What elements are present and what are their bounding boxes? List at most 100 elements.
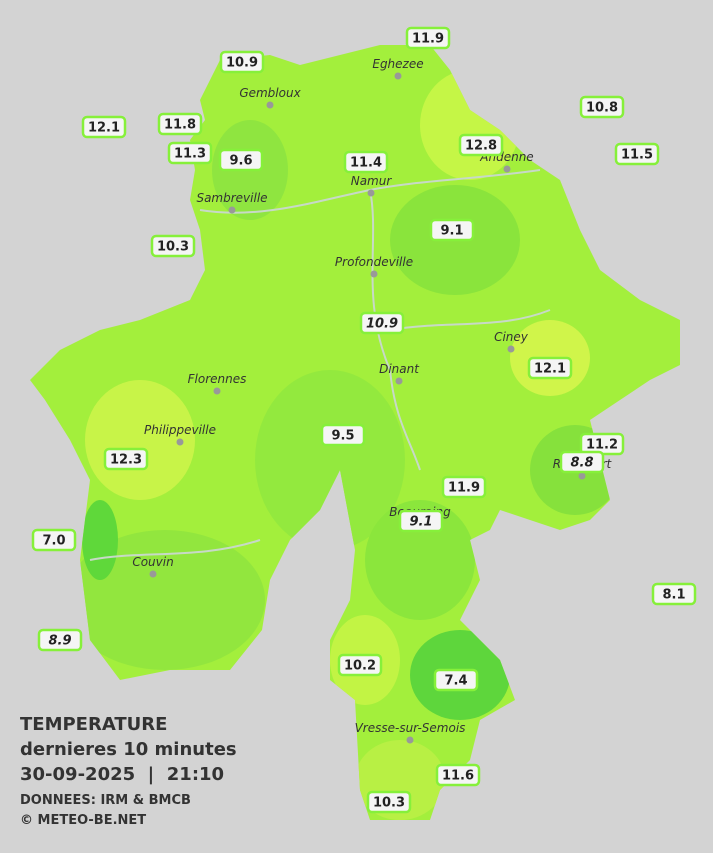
- city-dot: [406, 736, 414, 744]
- station: 12.1: [81, 115, 127, 139]
- zone: [255, 370, 405, 550]
- station-value: 10.8: [586, 101, 618, 116]
- station: 9.5: [320, 423, 366, 447]
- station: 9.6: [218, 148, 264, 172]
- city-label: Ciney: [494, 330, 529, 344]
- station-box: [429, 218, 475, 242]
- station-box: [398, 509, 444, 533]
- station: 8.8: [559, 450, 605, 474]
- station: 12.1: [527, 356, 573, 380]
- station-value: 7.4: [444, 674, 467, 689]
- station-value: 8.8: [570, 456, 593, 471]
- station: 8.9: [37, 628, 83, 652]
- station-box: [343, 150, 389, 174]
- legend-credit: © METEO-BE.NET: [20, 813, 146, 828]
- city-label: Couvin: [132, 555, 173, 569]
- station-box: [359, 311, 405, 335]
- station-value: 12.8: [465, 139, 497, 154]
- station-box: [435, 763, 481, 787]
- station-box: [150, 234, 196, 258]
- station-box: [31, 528, 77, 552]
- station-box: [441, 475, 487, 499]
- city-dot: [149, 570, 157, 578]
- station-value: 10.9: [366, 317, 398, 332]
- city-dot: [213, 387, 221, 395]
- station: 10.9: [359, 311, 405, 335]
- city-label: Eghezee: [372, 57, 423, 71]
- zone: [65, 530, 265, 670]
- station: 11.4: [343, 150, 389, 174]
- station-box: [651, 582, 697, 606]
- station-value: 11.4: [350, 156, 382, 171]
- station-value: 9.1: [409, 515, 432, 530]
- station-value: 11.9: [412, 32, 444, 47]
- station-value: 10.3: [373, 796, 405, 811]
- station-value: 11.6: [442, 769, 474, 784]
- station-box: [366, 790, 412, 814]
- station-value: 12.1: [534, 362, 566, 377]
- station: 12.8: [458, 133, 504, 157]
- zone: [365, 500, 475, 620]
- station-value: 11.5: [621, 148, 653, 163]
- city-label: Profondeville: [335, 255, 413, 269]
- stations: 10.9 11.9 12.1 11.8 11.3 9.6 11.4 12.8 10.8 11.5 1…: [31, 26, 697, 814]
- station: 9.1: [398, 509, 444, 533]
- city-dot: [507, 345, 515, 353]
- station: 11.5: [614, 142, 660, 166]
- station: 10.8: [579, 95, 625, 119]
- station-box: [37, 628, 83, 652]
- city-label: Dinant: [379, 362, 420, 376]
- station: 7.4: [433, 668, 479, 692]
- station-box: [614, 142, 660, 166]
- station-box: [433, 668, 479, 692]
- station-box: [103, 447, 149, 471]
- station-value: 11.3: [174, 147, 206, 162]
- city-dot: [266, 101, 274, 109]
- city-dot: [367, 189, 375, 197]
- station-box: [458, 133, 504, 157]
- station: 10.3: [366, 790, 412, 814]
- city-dot: [395, 377, 403, 385]
- station: 11.9: [405, 26, 451, 50]
- legend-source: DONNEES: IRM & BMCB: [20, 793, 191, 808]
- station-box: [167, 141, 213, 165]
- station: 7.0: [31, 528, 77, 552]
- city-dot: [394, 72, 402, 80]
- zone: [82, 500, 118, 580]
- legend-title: TEMPERATURE: [20, 714, 167, 735]
- station-value: 8.1: [662, 588, 685, 603]
- station-value: 8.9: [48, 634, 71, 649]
- city-dot: [176, 438, 184, 446]
- station: 9.1: [429, 218, 475, 242]
- station: 10.9: [219, 50, 265, 74]
- station-value: 11.8: [164, 118, 196, 133]
- station-value: 9.6: [229, 154, 252, 169]
- city-dot: [503, 165, 511, 173]
- station-value: 11.9: [448, 481, 480, 496]
- station-box: [337, 653, 383, 677]
- legend-subtitle: dernieres 10 minutes: [20, 739, 237, 760]
- station-box: [81, 115, 127, 139]
- station-box: [218, 148, 264, 172]
- station-value: 7.0: [42, 534, 65, 549]
- station-value: 12.1: [88, 121, 120, 136]
- city-label: Namur: [351, 174, 393, 188]
- station-value: 9.5: [331, 429, 354, 444]
- city-label: Vresse-sur-Semois: [355, 721, 466, 735]
- station: 11.3: [167, 141, 213, 165]
- station-value: 9.1: [440, 224, 463, 239]
- station-box: [219, 50, 265, 74]
- station-box: [527, 356, 573, 380]
- station-box: [579, 95, 625, 119]
- station-box: [157, 112, 203, 136]
- station-value: 11.2: [586, 438, 618, 453]
- station-value: 12.3: [110, 453, 142, 468]
- station: 12.3: [103, 447, 149, 471]
- city-dot: [370, 270, 378, 278]
- station: 10.2: [337, 653, 383, 677]
- station-value: 10.3: [157, 240, 189, 255]
- city-dot: [228, 206, 236, 214]
- city-dot: [578, 472, 586, 480]
- station: 11.8: [157, 112, 203, 136]
